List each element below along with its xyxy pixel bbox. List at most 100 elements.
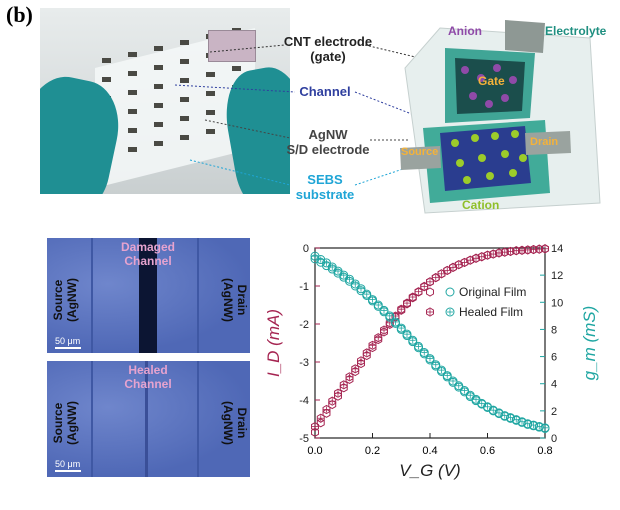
y-right-axis-title: g_m (mS): [580, 306, 599, 381]
y-right-tick-label: 10: [551, 297, 563, 309]
cation-dot: [463, 176, 471, 184]
id-healed-point: [385, 318, 394, 328]
id-healed-point: [311, 422, 319, 432]
gm-healed-point: [500, 411, 510, 421]
gm-healed-point: [385, 311, 395, 321]
gm-healed-point: [437, 365, 446, 375]
id-healed-point: [477, 252, 486, 262]
y-right-tick-label: 0: [551, 433, 557, 445]
gm-healed-point: [529, 420, 538, 430]
electrode-pad: [154, 122, 163, 127]
gm-healed-point: [488, 405, 498, 415]
y-right-tick-label: 4: [551, 379, 557, 391]
gm-healed-point: [425, 354, 435, 364]
gm-healed-point: [362, 289, 372, 299]
anion-dot: [501, 94, 509, 102]
micrograph-title: Damaged Channel: [120, 240, 176, 268]
electrode-pad: [206, 129, 215, 134]
id-healed-point: [443, 265, 452, 275]
electrode-pad: [128, 128, 137, 133]
gm-healed-point: [460, 386, 469, 395]
x-tick-label: 0.8: [537, 445, 552, 457]
x-axis-title: V_G (V): [399, 461, 460, 480]
gm-healed-point: [448, 376, 458, 386]
cation-dot: [491, 132, 499, 140]
id-healed-point: [374, 333, 383, 343]
gm-healed-point: [442, 371, 452, 381]
cation-dot: [519, 154, 527, 162]
id-healed-point: [449, 262, 457, 272]
cation-dot: [509, 169, 517, 177]
electrode-pad: [128, 71, 137, 76]
gm-healed-point: [356, 284, 366, 294]
electrode-pad: [128, 147, 137, 152]
id-original-point: [311, 427, 319, 437]
scale-label: 50 μm: [55, 459, 81, 469]
x-tick-label: 0.6: [480, 445, 495, 457]
id-healed-point: [316, 413, 325, 423]
id-healed-point: [403, 298, 411, 308]
gm-healed-point: [408, 335, 418, 345]
source-label: Source: [401, 146, 439, 158]
id-healed-point: [472, 253, 480, 263]
y-right-tick-label: 12: [551, 270, 563, 282]
micrograph-damaged: Damaged Channel Source (AgNW) Drain (AgN…: [47, 238, 250, 353]
electrode-pad: [154, 141, 163, 146]
id-healed-point: [368, 340, 377, 350]
gm-healed-point: [350, 279, 360, 289]
scale-bar: [55, 470, 81, 472]
cation-dot: [486, 172, 494, 180]
cnt-electrode-label: CNT electrode (gate): [283, 34, 373, 64]
gm-healed-point: [534, 421, 544, 431]
id-healed-point: [322, 404, 331, 415]
id-gm-chart: 0.0 0.2 0.4 0.6 0.80-1-2-3-4-5 02468101214Ori…: [264, 243, 599, 480]
gm-healed-point: [431, 360, 441, 370]
id-healed-point: [512, 246, 521, 256]
y-left-tick-label: -2: [299, 319, 309, 331]
id-healed-point: [334, 388, 342, 398]
anion-dot: [493, 64, 501, 72]
x-tick-label: 0.2: [365, 445, 380, 457]
device-schematic: [400, 20, 601, 214]
y-left-tick-label: -3: [299, 357, 309, 369]
electrode-pad: [206, 91, 215, 96]
electrode-pad: [180, 40, 189, 45]
gm-healed-point: [454, 381, 464, 391]
drain-text: Drain (AgNW): [221, 401, 249, 445]
gm-healed-point: [396, 323, 406, 333]
electrode-pad: [180, 135, 189, 140]
agnw-label: AgNW S/D electrode: [286, 127, 370, 157]
electrode-pad: [232, 66, 241, 71]
source-text: Source (AgNW): [51, 278, 79, 322]
id-healed-point: [431, 273, 440, 283]
gm-healed-point: [373, 300, 383, 310]
crack: [139, 238, 157, 353]
legend-label: Healed Film: [459, 305, 523, 319]
id-healed-point: [483, 250, 492, 260]
id-healed-point: [523, 245, 532, 255]
gm-healed-point: [511, 415, 521, 425]
id-healed-point: [518, 245, 526, 255]
gm-healed-point: [419, 348, 429, 357]
y-left-tick-label: -4: [299, 395, 309, 407]
y-left-axis-title: I_D (mA): [264, 309, 283, 377]
electrode-pad: [180, 97, 189, 102]
anion-dot: [485, 100, 493, 108]
gm-healed-point: [506, 413, 515, 423]
electrode-pad: [180, 59, 189, 64]
y-left-tick-label: -1: [299, 281, 309, 293]
cation-dot: [456, 159, 464, 167]
cation-label: Cation: [462, 198, 500, 212]
y-right-tick-label: 14: [551, 243, 563, 255]
electrode-pad: [180, 78, 189, 83]
device-photo: [40, 8, 290, 194]
legend-id-marker: [426, 307, 434, 317]
id-healed-point: [351, 364, 360, 374]
anion-dot: [469, 92, 477, 100]
id-healed-point: [535, 244, 544, 254]
id-healed-point: [500, 247, 509, 257]
id-healed-point: [345, 372, 354, 382]
anion-label: Anion: [448, 24, 482, 38]
electrode-pad: [180, 116, 189, 121]
drain-text: Drain (AgNW): [221, 278, 249, 322]
